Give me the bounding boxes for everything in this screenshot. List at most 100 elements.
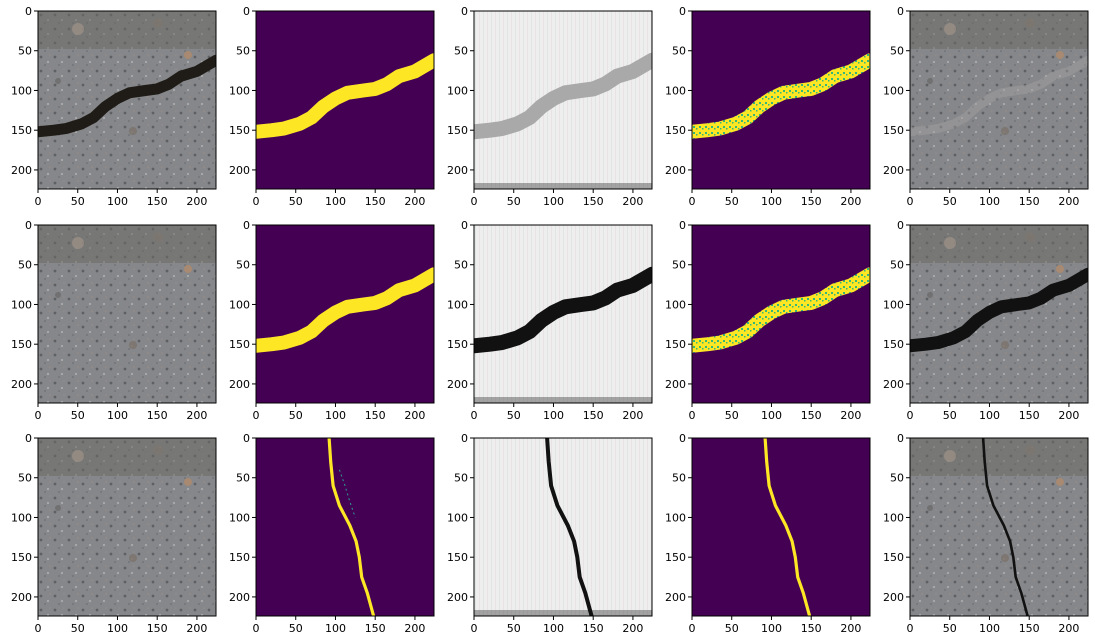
panel-image bbox=[256, 11, 434, 189]
y-tick-label: 100 bbox=[883, 298, 904, 311]
y-tick-label: 0 bbox=[25, 432, 32, 445]
panel-image bbox=[910, 438, 1088, 616]
x-tick-label: 100 bbox=[107, 409, 128, 422]
panel-image bbox=[692, 225, 870, 403]
x-tick-label: 50 bbox=[725, 409, 739, 422]
y-tick-label: 50 bbox=[18, 472, 32, 485]
axes-frame bbox=[37, 10, 217, 190]
x-tick-label: 200 bbox=[1058, 409, 1079, 422]
x-tick-label: 0 bbox=[253, 195, 260, 208]
x-tick-label: 0 bbox=[689, 622, 696, 635]
y-tick-label: 150 bbox=[883, 551, 904, 564]
y-tick-label: 150 bbox=[883, 338, 904, 351]
y-tick-label: 150 bbox=[447, 124, 468, 137]
x-tick-label: 150 bbox=[583, 195, 604, 208]
x-tick-label: 100 bbox=[979, 195, 1000, 208]
y-tick-label: 50 bbox=[236, 472, 250, 485]
y-tick-label: 150 bbox=[11, 338, 32, 351]
panel-image bbox=[692, 438, 870, 616]
x-tick-label: 0 bbox=[471, 195, 478, 208]
x-tick-label: 0 bbox=[253, 622, 260, 635]
y-tick-label: 200 bbox=[665, 591, 686, 604]
x-tick-label: 0 bbox=[471, 409, 478, 422]
y-tick-label: 50 bbox=[454, 45, 468, 58]
x-tick-label: 150 bbox=[365, 195, 386, 208]
x-tick-label: 200 bbox=[840, 195, 861, 208]
y-tick-label: 150 bbox=[229, 338, 250, 351]
x-tick-label: 100 bbox=[325, 195, 346, 208]
axes-frame bbox=[691, 10, 871, 190]
y-tick-label: 50 bbox=[890, 472, 904, 485]
panel-r1-c4: 0 50 100 150 200 0 50 100 150 200 bbox=[665, 5, 871, 208]
x-tick-label: 0 bbox=[907, 409, 914, 422]
x-tick-label: 0 bbox=[35, 622, 42, 635]
x-tick-label: 150 bbox=[801, 195, 822, 208]
y-tick-label: 0 bbox=[679, 219, 686, 232]
y-tick-label: 150 bbox=[665, 551, 686, 564]
x-tick-label: 100 bbox=[325, 622, 346, 635]
x-tick-label: 0 bbox=[907, 195, 914, 208]
y-tick-label: 200 bbox=[229, 164, 250, 177]
x-tick-label: 50 bbox=[71, 195, 85, 208]
panel-r3-c3: 0 50 100 150 200 0 50 100 150 200 bbox=[447, 432, 653, 635]
panel-r1-c3: 0 50 100 150 200 0 50 100 150 200 bbox=[447, 5, 653, 208]
x-tick-label: 100 bbox=[761, 195, 782, 208]
x-tick-label: 150 bbox=[583, 622, 604, 635]
y-tick-label: 100 bbox=[665, 511, 686, 524]
x-tick-label: 50 bbox=[507, 409, 521, 422]
x-tick-label: 0 bbox=[253, 409, 260, 422]
x-tick-label: 200 bbox=[622, 409, 643, 422]
y-tick-label: 0 bbox=[243, 432, 250, 445]
x-tick-label: 100 bbox=[325, 409, 346, 422]
y-tick-label: 100 bbox=[665, 84, 686, 97]
y-tick-label: 50 bbox=[672, 259, 686, 272]
x-tick-label: 200 bbox=[1058, 622, 1079, 635]
x-tick-label: 150 bbox=[1019, 622, 1040, 635]
panel-r2-c5: 0 50 100 150 200 0 50 100 150 200 bbox=[883, 219, 1089, 422]
y-tick-label: 50 bbox=[454, 259, 468, 272]
y-tick-label: 200 bbox=[11, 591, 32, 604]
y-tick-label: 50 bbox=[236, 45, 250, 58]
panel-image bbox=[910, 11, 1088, 189]
y-tick-label: 50 bbox=[672, 472, 686, 485]
axes-frame bbox=[473, 437, 653, 617]
y-tick-label: 0 bbox=[25, 219, 32, 232]
x-tick-label: 50 bbox=[943, 409, 957, 422]
x-tick-label: 100 bbox=[107, 622, 128, 635]
panel-image bbox=[256, 438, 434, 616]
y-tick-label: 50 bbox=[18, 259, 32, 272]
x-tick-label: 200 bbox=[186, 409, 207, 422]
x-tick-label: 150 bbox=[801, 409, 822, 422]
x-tick-label: 100 bbox=[761, 622, 782, 635]
y-tick-label: 200 bbox=[883, 591, 904, 604]
y-tick-label: 200 bbox=[11, 164, 32, 177]
panel-image bbox=[474, 225, 652, 403]
x-tick-label: 150 bbox=[147, 195, 168, 208]
x-tick-label: 150 bbox=[1019, 195, 1040, 208]
panel-r3-c1: 0 50 100 150 200 0 50 100 150 200 bbox=[11, 432, 217, 635]
y-tick-label: 0 bbox=[679, 432, 686, 445]
axes-frame bbox=[255, 10, 435, 190]
x-tick-label: 100 bbox=[761, 409, 782, 422]
axes-frame bbox=[909, 10, 1089, 190]
y-tick-label: 100 bbox=[11, 298, 32, 311]
y-tick-label: 100 bbox=[883, 511, 904, 524]
x-tick-label: 0 bbox=[471, 622, 478, 635]
y-tick-label: 0 bbox=[25, 5, 32, 18]
x-tick-label: 0 bbox=[35, 195, 42, 208]
y-tick-label: 50 bbox=[454, 472, 468, 485]
y-tick-label: 0 bbox=[243, 219, 250, 232]
x-tick-label: 150 bbox=[1019, 409, 1040, 422]
x-tick-label: 150 bbox=[147, 622, 168, 635]
panel-image bbox=[474, 438, 652, 616]
y-tick-label: 200 bbox=[447, 164, 468, 177]
panel-image bbox=[692, 11, 870, 189]
y-tick-label: 200 bbox=[665, 164, 686, 177]
y-tick-label: 200 bbox=[447, 591, 468, 604]
panel-image bbox=[910, 225, 1088, 403]
panel-r3-c5: 0 50 100 150 200 0 50 100 150 200 bbox=[883, 432, 1089, 635]
y-tick-label: 200 bbox=[229, 378, 250, 391]
panel-r2-c4: 0 50 100 150 200 0 50 100 150 200 bbox=[665, 219, 871, 422]
x-tick-label: 200 bbox=[404, 622, 425, 635]
y-tick-label: 100 bbox=[229, 511, 250, 524]
